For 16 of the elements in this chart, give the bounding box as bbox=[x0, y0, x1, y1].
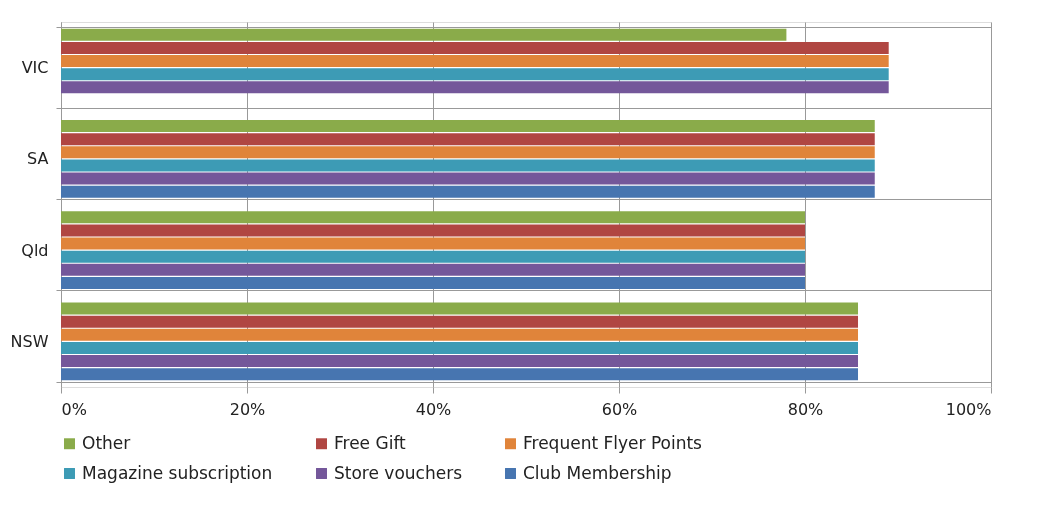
x-tick-label: 100% bbox=[945, 399, 992, 419]
legend-label: Free Gift bbox=[334, 432, 407, 453]
y-tick-label: NSW bbox=[10, 331, 49, 351]
y-tick-label: Qld bbox=[21, 240, 49, 260]
x-tick-label: 0% bbox=[61, 399, 87, 419]
x-tick-label: 40% bbox=[415, 399, 452, 419]
legend-label: Other bbox=[82, 432, 131, 453]
y-tick-label: VIC bbox=[21, 58, 49, 78]
legend-label: Magazine subscription bbox=[82, 462, 273, 483]
legend-label: Club Membership bbox=[523, 462, 672, 483]
x-tick-label: 60% bbox=[601, 399, 638, 419]
legend-label: Store vouchers bbox=[334, 462, 463, 483]
legend-label: Frequent Flyer Points bbox=[523, 432, 703, 453]
x-tick-label: 80% bbox=[787, 399, 824, 419]
x-tick-label: 20% bbox=[229, 399, 266, 419]
y-tick-label: SA bbox=[27, 149, 49, 169]
